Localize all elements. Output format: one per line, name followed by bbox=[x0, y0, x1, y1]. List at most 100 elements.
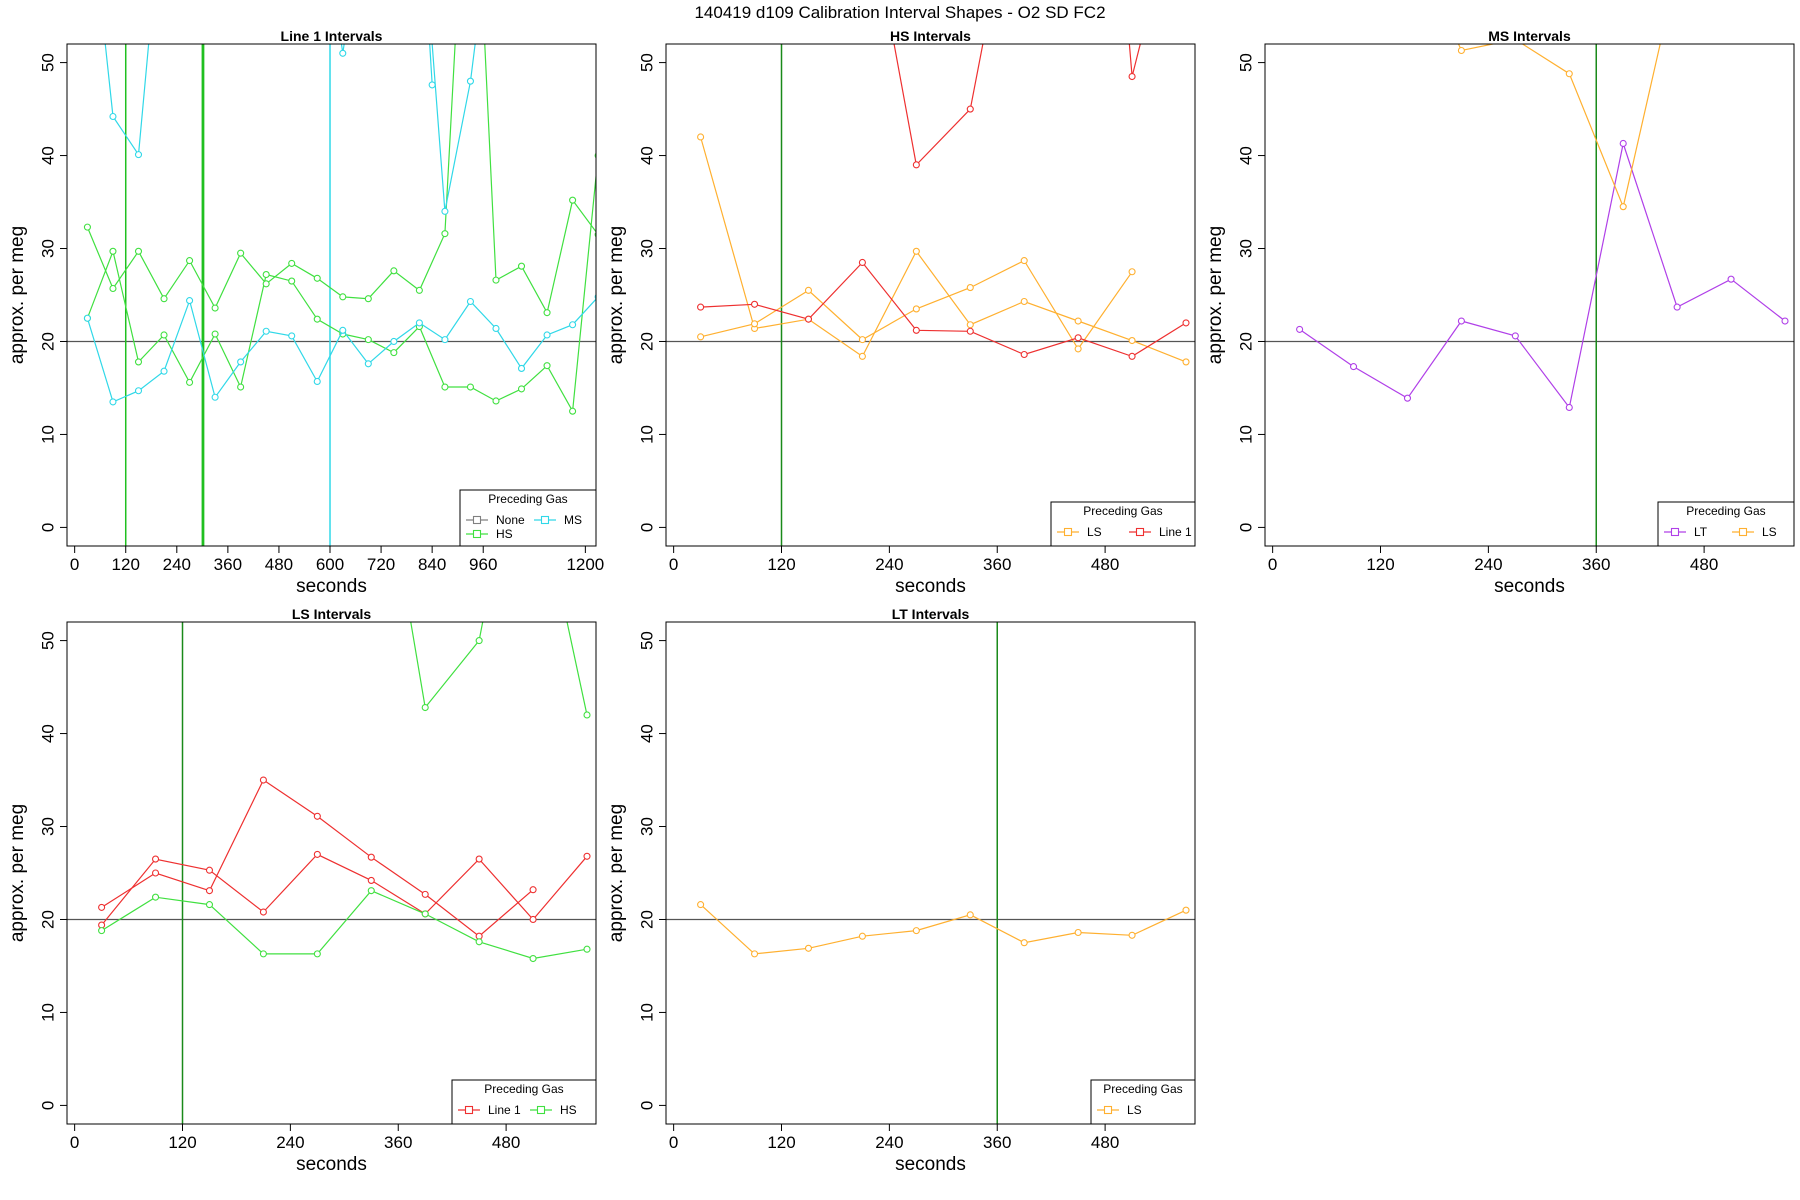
data-point bbox=[966, 327, 974, 335]
data-point bbox=[367, 887, 375, 895]
data-point bbox=[205, 866, 214, 874]
data-point bbox=[211, 304, 219, 312]
plot-area bbox=[67, 44, 596, 546]
data-point bbox=[367, 853, 375, 861]
data-point bbox=[367, 876, 375, 884]
data-point bbox=[1457, 46, 1465, 55]
data-point bbox=[339, 326, 347, 334]
x-tick-label: 0 bbox=[70, 555, 79, 574]
data-point bbox=[697, 303, 705, 311]
data-point bbox=[1074, 317, 1082, 325]
y-tick-label: 20 bbox=[637, 332, 656, 351]
data-point bbox=[475, 938, 483, 946]
data-point bbox=[1727, 275, 1735, 283]
data-point bbox=[313, 812, 321, 820]
data-point bbox=[697, 133, 705, 141]
data-point bbox=[966, 911, 974, 919]
panel-title: HS Intervals bbox=[890, 28, 971, 44]
data-point bbox=[1128, 72, 1136, 81]
legend-entry: HS bbox=[530, 1103, 577, 1117]
legend: Preceding Gas Line 1 HS bbox=[451, 1079, 597, 1125]
legend-box bbox=[451, 1079, 597, 1125]
data-point bbox=[1673, 303, 1681, 311]
data-point bbox=[583, 945, 591, 953]
plot-frame bbox=[66, 621, 597, 1125]
data-point bbox=[134, 247, 143, 255]
data-point bbox=[1182, 319, 1190, 327]
x-tick-label: 120 bbox=[168, 1133, 196, 1152]
data-point bbox=[912, 326, 920, 334]
legend-title: Preceding Gas bbox=[1686, 504, 1765, 518]
legend-title: Preceding Gas bbox=[484, 1082, 563, 1096]
y-tick-label: 0 bbox=[637, 523, 656, 532]
x-tick-label: 480 bbox=[1091, 1133, 1119, 1152]
x-axis-label: seconds bbox=[895, 1154, 966, 1175]
x-tick-label: 240 bbox=[1474, 555, 1502, 574]
data-point bbox=[421, 910, 429, 918]
data-point bbox=[390, 267, 398, 275]
legend-entry-label: LS bbox=[1127, 1103, 1142, 1117]
data-point bbox=[415, 319, 423, 327]
data-point bbox=[364, 336, 372, 344]
data-point bbox=[1074, 345, 1082, 353]
data-point bbox=[466, 383, 475, 391]
y-tick-label: 50 bbox=[38, 53, 57, 72]
data-point bbox=[134, 151, 143, 159]
data-point bbox=[428, 81, 436, 89]
data-point bbox=[1128, 337, 1136, 345]
data-point bbox=[912, 305, 920, 313]
y-tick-label: 50 bbox=[38, 631, 57, 650]
data-point bbox=[912, 927, 920, 935]
data-point bbox=[858, 258, 866, 267]
data-point bbox=[569, 321, 577, 329]
data-point bbox=[288, 277, 296, 285]
x-tick-label: 360 bbox=[983, 555, 1011, 574]
y-tick-label: 20 bbox=[1236, 332, 1255, 351]
data-point bbox=[288, 259, 296, 267]
data-point bbox=[262, 327, 270, 335]
y-tick-label: 0 bbox=[1236, 523, 1255, 532]
x-tick-label: 0 bbox=[1268, 555, 1277, 574]
legend: Preceding Gas None MS HS bbox=[459, 489, 597, 547]
y-tick-label: 50 bbox=[1236, 53, 1255, 72]
legend-entry-label: HS bbox=[496, 527, 513, 541]
data-point bbox=[1511, 332, 1519, 340]
legend-box bbox=[1657, 501, 1795, 547]
data-point bbox=[1020, 257, 1028, 265]
x-tick-label: 120 bbox=[112, 555, 140, 574]
data-point bbox=[750, 320, 759, 328]
data-point bbox=[529, 915, 537, 924]
data-point bbox=[1296, 325, 1304, 333]
panels: Line 1 Intervals 0 120 240 360 480 600 720 840 96… bbox=[7, 28, 1795, 1175]
data-point bbox=[804, 315, 813, 323]
x-tick-label: 720 bbox=[367, 555, 395, 574]
plot-area bbox=[1265, 44, 1794, 546]
data-point bbox=[492, 324, 500, 333]
y-tick-label: 20 bbox=[38, 332, 57, 351]
data-point bbox=[543, 362, 551, 370]
data-point bbox=[313, 850, 321, 858]
x-axis-label: seconds bbox=[1494, 576, 1565, 597]
x-tick-label: 360 bbox=[983, 1133, 1011, 1152]
data-point bbox=[1182, 906, 1190, 914]
data-point bbox=[313, 377, 321, 386]
legend-swatch-marker bbox=[1738, 527, 1748, 537]
data-point bbox=[211, 330, 219, 338]
y-tick-label: 30 bbox=[637, 239, 656, 258]
y-tick-label: 20 bbox=[637, 910, 656, 929]
x-tick-label: 480 bbox=[1690, 555, 1718, 574]
x-tick-label: 480 bbox=[1091, 555, 1119, 574]
legend-entry: Line 1 bbox=[1129, 525, 1192, 539]
y-tick-label: 40 bbox=[1236, 146, 1255, 165]
data-point bbox=[441, 230, 449, 238]
data-point bbox=[1403, 394, 1412, 402]
x-tick-label: 600 bbox=[316, 555, 344, 574]
data-point bbox=[1182, 358, 1190, 366]
panel-2: HS Intervals 0 120 240 360 480 0 10 20 30 40 50 seco… bbox=[606, 28, 1196, 597]
data-point bbox=[858, 352, 866, 360]
data-point bbox=[529, 886, 537, 894]
data-point bbox=[1020, 350, 1028, 359]
legend-entry: None bbox=[466, 513, 525, 527]
data-point bbox=[569, 196, 577, 204]
legend-entry-label: Line 1 bbox=[1159, 525, 1192, 539]
